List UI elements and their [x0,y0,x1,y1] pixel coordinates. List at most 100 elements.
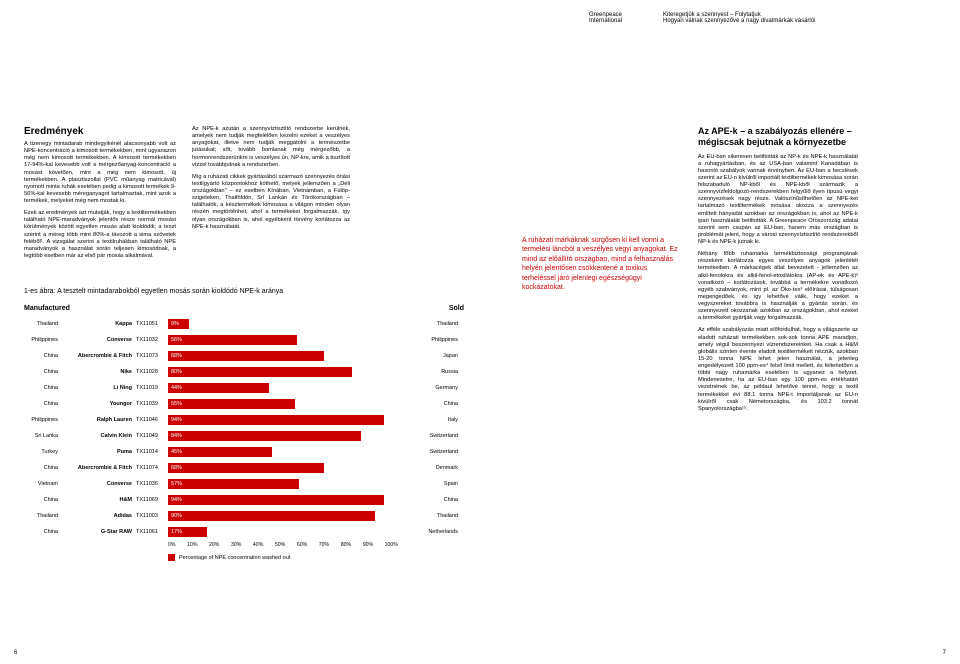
axis-tick: 80% [341,542,351,548]
legend-swatch [168,554,175,561]
table-row: ChinaYoungorTX1103955%China [24,396,464,412]
row-country: Turkey [24,449,62,455]
ape-p3: Az efféle szabályozás miatt előfordulhat… [698,327,858,413]
axis-tick: 90% [363,542,373,548]
row-code: TX11036 [136,481,168,487]
row-brand: Kappa [62,321,136,327]
doc-subtitle: Hogyan válnak szennyezővé a nagy divatmá… [663,18,823,24]
org-name: Greenpeace International [589,12,649,24]
row-country: China [24,497,62,503]
row-bar: 45% [168,447,272,457]
row-bar: 84% [168,431,361,441]
chart-axis: 0%10%20%30%40%50%60%70%80%90%100% [168,542,398,548]
row-bar-cell: 57% [168,479,398,489]
row-sold: Thailand [398,321,458,327]
row-sold: Switzerland [398,449,458,455]
row-bar: 80% [168,367,352,377]
row-brand: Nike [62,369,136,375]
row-country: China [24,529,62,535]
row-bar: 68% [168,351,324,361]
row-brand: Ralph Lauren [62,417,136,423]
column-ape: Az APE-k – a szabályozás ellenére – mégi… [698,126,858,418]
axis-tick: 0% [168,542,176,548]
chart-head-left: Manufactured [24,305,70,312]
table-row: ChinaLi NingTX1101944% Germany [24,380,464,396]
row-bar-cell: 94% [168,415,398,425]
row-bar-cell: 90% [168,511,398,521]
row-bar: 90% [168,511,375,521]
row-sold: Spain [398,481,458,487]
table-row: ThailandKappaTX110519%Thailand [24,316,464,332]
axis-tick: 30% [231,542,241,548]
row-sold: Netherlands [398,529,458,535]
row-code: TX11032 [136,337,168,343]
row-bar-cell: 56% [168,335,398,345]
row-country: China [24,353,62,359]
row-bar: 57% [168,479,299,489]
row-bar: 56% [168,335,297,345]
table-row: PhilippinesRalph LaurenTX1104694%Italy [24,412,464,428]
mid-p1: Az NPE-k azután a szennyvíztisztító rend… [192,126,350,169]
ape-p1: Az EU-ban sikeresen betiltották az NP-k … [698,154,858,247]
row-country: Philippines [24,417,62,423]
axis-tick: 50% [275,542,285,548]
table-row: ChinaNikeTX1102880%Russia [24,364,464,380]
row-bar-cell: 84% [168,431,398,441]
row-sold: Italy [398,417,458,423]
row-brand: H&M [62,497,136,503]
row-sold: Germany [398,385,458,391]
chart-header: Manufactured Sold [24,305,464,312]
page-number-left: 6 [14,650,17,656]
row-sold: Switzerland [398,433,458,439]
row-code: TX11014 [136,449,168,455]
row-bar-cell: 80% [168,367,398,377]
axis-tick: 20% [209,542,219,548]
row-country: Thailand [24,513,62,519]
row-country: Thailand [24,321,62,327]
table-row: ChinaAbercrombie & FitchTX1107468%Denmar… [24,460,464,476]
row-code: TX11069 [136,497,168,503]
row-brand: G-Star RAW [62,529,136,535]
table-row: ThailandAdidasTX1100390%Thailand [24,508,464,524]
row-bar: 55% [168,399,295,409]
results-p2: Ezek az eredmények azt mutatják, hogy a … [24,210,176,260]
row-bar-cell: 94% [168,495,398,505]
page-number-right: 7 [943,650,946,656]
row-bar: 17% [168,527,207,537]
row-brand: Puma [62,449,136,455]
row-code: TX11049 [136,433,168,439]
table-row: ChinaAbercrombie & FitchTX1107368%Japan [24,348,464,364]
table-row: ChinaH&MTX1106994%China [24,492,464,508]
ape-heading: Az APE-k – a szabályozás ellenére – mégi… [698,126,858,148]
row-brand: Calvin Klein [62,433,136,439]
row-bar: 94% [168,495,384,505]
row-country: China [24,401,62,407]
row-country: China [24,385,62,391]
row-country: Philippines [24,337,62,343]
row-brand: Abercrombie & Fitch [62,465,136,471]
row-code: TX11019 [136,385,168,391]
column-callout: A ruházati márkáknak sürgősen ki kell vo… [522,126,682,418]
row-bar: 44% [168,383,269,393]
row-brand: Youngor [62,401,136,407]
axis-tick: 40% [253,542,263,548]
row-code: TX11073 [136,353,168,359]
table-row: PhilippinesConverseTX1103256%Philippines [24,332,464,348]
row-country: Sri Lanka [24,433,62,439]
row-bar-cell: 45% [168,447,398,457]
axis-tick: 100% [385,542,398,548]
row-bar-cell: 17% [168,527,398,537]
row-code: TX11051 [136,321,168,327]
row-bar-cell: 68% [168,351,398,361]
table-row: TurkeyPumaTX1101445% Switzerland [24,444,464,460]
row-bar: 9% [168,319,189,329]
row-brand: Converse [62,337,136,343]
legend-label: Percentage of NPE concentration washed o… [179,555,290,561]
page-header: Greenpeace International Kiteregetjük a … [589,12,823,24]
row-country: Vietnam [24,481,62,487]
row-sold: China [398,497,458,503]
row-brand: Adidas [62,513,136,519]
row-code: TX11039 [136,401,168,407]
chart-rows: ThailandKappaTX110519%ThailandPhilippine… [24,316,464,540]
row-brand: Li Ning [62,385,136,391]
